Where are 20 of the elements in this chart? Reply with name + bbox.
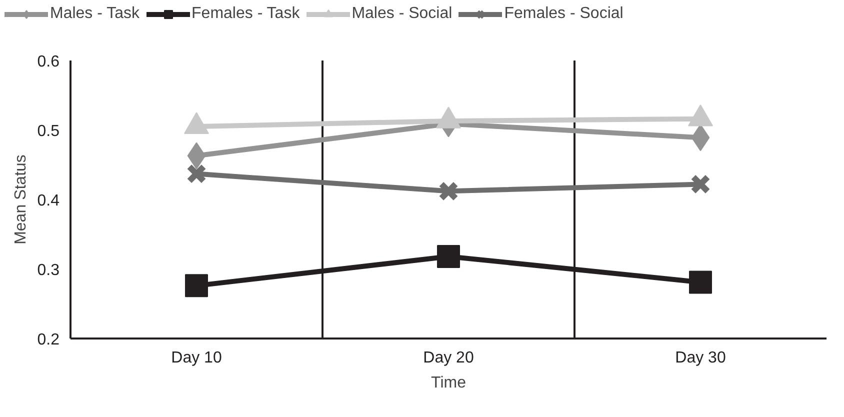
x-tick-label: Day 10: [171, 350, 222, 366]
y-tick-label: 0.5: [37, 123, 60, 140]
point: [437, 244, 460, 268]
point: [690, 174, 711, 194]
y-tick-label: 0.4: [37, 192, 60, 210]
point: [185, 274, 208, 298]
legend-label: Males - Task: [50, 5, 140, 23]
point: [689, 270, 712, 294]
point: [186, 164, 207, 184]
y-tick-label: 0.2: [37, 332, 60, 348]
x-axis-title: Time: [431, 374, 466, 392]
point: [438, 181, 459, 202]
legend-label: Females - Social: [504, 5, 624, 23]
legend-label: Females - Task: [192, 5, 300, 23]
y-tick-label: 0.6: [37, 54, 60, 70]
x-tick-label: Day 30: [675, 350, 726, 366]
y-axis-title: Mean Status: [12, 154, 30, 244]
legend-label: Males - Social: [352, 5, 452, 23]
x-tick-label: Day 20: [423, 350, 474, 366]
y-tick-label: 0.3: [37, 262, 60, 279]
